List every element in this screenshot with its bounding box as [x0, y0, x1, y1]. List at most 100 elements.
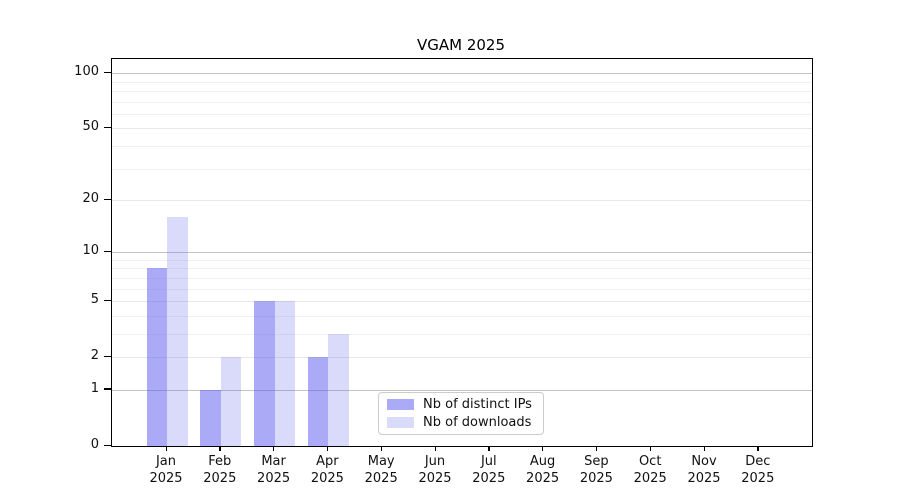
- x-tick-mark: [542, 446, 544, 451]
- bar-distinct-ips-jan: [146, 268, 167, 446]
- x-tick-mark: [380, 446, 383, 451]
- bar-distinct-ips-mar: [254, 301, 275, 446]
- minor-gridline: [112, 168, 812, 170]
- x-tick-year: 2025: [633, 470, 667, 486]
- legend-item: Nb of distinct IPs: [387, 397, 535, 412]
- x-tick-year: 2025: [310, 470, 344, 486]
- y-tick-label: 2: [90, 348, 99, 364]
- x-tick-mark: [434, 446, 436, 451]
- x-tick-year: 2025: [364, 470, 398, 486]
- x-tick-year: 2025: [687, 470, 721, 486]
- x-tick-label: Dec 2025: [730, 454, 786, 487]
- y-tick-label: 0: [90, 437, 99, 452]
- x-tick-year: 2025: [526, 470, 560, 486]
- bar-distinct-ips-feb: [200, 390, 221, 446]
- y-tick-mark: [104, 71, 111, 73]
- gridline: [112, 73, 812, 75]
- y-tick-mark: [104, 355, 111, 358]
- x-tick-mark: [488, 446, 490, 451]
- y-tick-label: 5: [90, 292, 99, 308]
- x-tick-mark: [326, 446, 329, 451]
- x-tick-mark: [273, 446, 275, 451]
- x-tick-month: Dec: [745, 454, 771, 469]
- minor-gridline: [112, 145, 812, 147]
- minor-gridline: [112, 90, 812, 92]
- x-tick-label: Aug 2025: [515, 454, 571, 487]
- y-tick-label: 20: [82, 191, 99, 206]
- x-tick-month: Feb: [208, 454, 232, 469]
- x-tick-label: May 2025: [353, 454, 409, 487]
- x-tick-label: Jan 2025: [138, 454, 194, 487]
- gridline: [112, 357, 812, 359]
- bar-downloads-mar: [274, 301, 296, 446]
- x-tick-year: 2025: [741, 470, 775, 486]
- minor-gridline: [112, 277, 812, 279]
- x-tick-label: Apr 2025: [299, 454, 355, 487]
- x-tick-label: Sep 2025: [568, 454, 624, 487]
- y-tick-mark: [104, 388, 111, 390]
- legend-label-downloads: Nb of downloads: [423, 415, 532, 430]
- minor-gridline: [112, 81, 812, 83]
- x-tick-month: Jun: [424, 454, 446, 469]
- x-tick-label: Oct 2025: [622, 454, 678, 487]
- gridline: [112, 128, 812, 130]
- x-tick-year: 2025: [149, 470, 183, 486]
- x-tick-year: 2025: [579, 470, 613, 486]
- x-tick-mark: [703, 446, 705, 451]
- y-tick-mark: [104, 126, 111, 129]
- minor-gridline: [112, 333, 812, 335]
- minor-gridline: [112, 113, 812, 115]
- legend-swatch-downloads: [387, 417, 414, 428]
- x-tick-mark: [165, 446, 167, 451]
- x-tick-year: 2025: [472, 470, 506, 486]
- y-tick-mark: [104, 250, 111, 253]
- x-tick-month: Jan: [155, 454, 177, 469]
- y-tick-mark: [104, 444, 111, 446]
- y-tick-mark: [104, 299, 111, 302]
- legend-label-distinct-ips: Nb of distinct IPs: [423, 397, 532, 412]
- y-tick-mark: [104, 198, 111, 200]
- x-tick-label: Jun 2025: [407, 454, 463, 487]
- x-tick-mark: [595, 446, 598, 451]
- minor-gridline: [112, 288, 812, 290]
- x-tick-month: May: [367, 454, 395, 469]
- x-tick-label: Feb 2025: [192, 454, 248, 487]
- bar-downloads-apr: [328, 334, 349, 446]
- x-tick-year: 2025: [203, 470, 237, 486]
- x-tick-mark: [649, 446, 652, 451]
- bar-downloads-feb: [220, 357, 242, 446]
- x-tick-label: Jul 2025: [461, 454, 517, 487]
- legend: Nb of distinct IPs Nb of downloads: [378, 392, 544, 435]
- legend-item: Nb of downloads: [387, 415, 535, 430]
- gridline: [112, 252, 812, 254]
- x-tick-month: Mar: [261, 454, 286, 469]
- y-tick-label: 1: [90, 380, 99, 396]
- gridline: [112, 389, 812, 391]
- bar-downloads-jan: [167, 217, 188, 446]
- x-tick-month: Nov: [691, 454, 717, 469]
- minor-gridline: [112, 315, 812, 317]
- plot-area: [111, 58, 813, 447]
- minor-gridline: [112, 101, 812, 103]
- x-tick-year: 2025: [418, 470, 452, 486]
- x-tick-label: Mar 2025: [246, 454, 302, 487]
- x-tick-month: Aug: [529, 454, 556, 469]
- x-tick-year: 2025: [257, 470, 291, 486]
- x-tick-mark: [757, 446, 759, 451]
- y-tick-label: 10: [82, 243, 99, 259]
- gridline: [112, 200, 812, 201]
- minor-gridline: [112, 268, 812, 270]
- x-tick-month: Oct: [638, 454, 662, 469]
- x-tick-mark: [219, 446, 221, 451]
- gridline: [112, 301, 812, 303]
- y-tick-label: 100: [74, 64, 99, 80]
- y-tick-label: 50: [82, 119, 99, 135]
- legend-swatch-distinct-ips: [387, 399, 414, 410]
- bar-distinct-ips-apr: [307, 357, 329, 446]
- minor-gridline: [112, 259, 812, 261]
- x-tick-month: Sep: [584, 454, 609, 469]
- x-tick-month: Jul: [480, 454, 497, 469]
- x-tick-label: Nov 2025: [676, 454, 732, 487]
- chart-title: VGAM 2025: [416, 36, 506, 54]
